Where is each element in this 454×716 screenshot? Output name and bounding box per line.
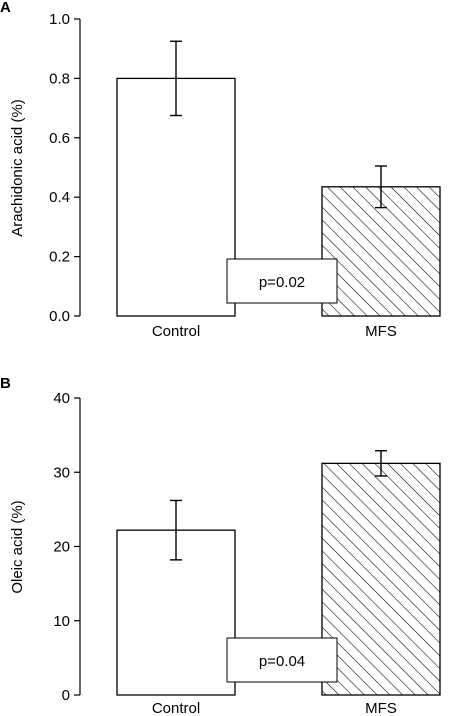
- panel-a-y-tick-label: 0.6: [49, 130, 70, 147]
- panel-a-bar-mfs: [321, 186, 441, 317]
- panel-a-y-tick-label: 0.4: [49, 189, 70, 206]
- panel-a-y-tick-label: 0.2: [49, 249, 70, 266]
- panel-a-label: A: [0, 0, 11, 16]
- panel-a-y-tick-label: 0.0: [49, 308, 70, 325]
- panel-b-y-tick-label: 30: [53, 464, 70, 481]
- panel-a-chart: A Arachidonic acid (%) 0.0 0.2 0.4 0.6 0.8 1.…: [0, 0, 441, 340]
- panel-a-bar-control: [116, 77, 236, 317]
- panel-a-error-bar-control: [170, 40, 182, 117]
- panel-b-category-label-mfs: MFS: [365, 700, 397, 716]
- panel-a-error-bar-mfs: [375, 165, 387, 209]
- panel-b-bar-mfs: [321, 462, 441, 696]
- panel-b-p-value: p=0.04: [259, 653, 305, 670]
- panel-b-y-tick-label: 40: [53, 390, 70, 407]
- panel-a-y-axis-label: Arachidonic acid (%): [9, 99, 26, 237]
- panel-b-error-bar-mfs: [375, 450, 387, 477]
- panel-a-p-value: p=0.02: [259, 274, 305, 291]
- panel-b-chart: B Oleic acid (%) 0 10 20 30 40 Control MFS p=…: [0, 375, 441, 716]
- panel-b-category-label-control: Control: [152, 700, 200, 716]
- panel-a-bars: [116, 40, 441, 317]
- panel-b-y-tick-label: 10: [53, 613, 70, 630]
- panel-a-y-ticks: 0.0 0.2 0.4 0.6 0.8 1.0: [49, 11, 80, 325]
- panel-b-y-tick-label: 0: [62, 687, 70, 704]
- panel-b-label: B: [0, 375, 11, 392]
- panel-b-bars: [116, 450, 441, 696]
- panel-b-y-tick-label: 20: [53, 539, 70, 556]
- panel-b-y-axis-label: Oleic acid (%): [9, 500, 26, 593]
- panel-b-error-bar-control: [170, 499, 182, 561]
- panel-b-p-value-box: p=0.04: [226, 637, 338, 683]
- panel-a-category-label-control: Control: [152, 323, 200, 340]
- panel-a-p-value-box: p=0.02: [226, 258, 338, 304]
- panel-b-y-ticks: 0 10 20 30 40: [53, 390, 80, 704]
- panel-a-y-tick-label: 1.0: [49, 11, 70, 28]
- panel-a-category-labels: Control MFS: [152, 323, 397, 340]
- panel-a-y-tick-label: 0.8: [49, 70, 70, 87]
- panel-b-category-labels: Control MFS: [152, 700, 397, 716]
- panel-a-category-label-mfs: MFS: [365, 323, 397, 340]
